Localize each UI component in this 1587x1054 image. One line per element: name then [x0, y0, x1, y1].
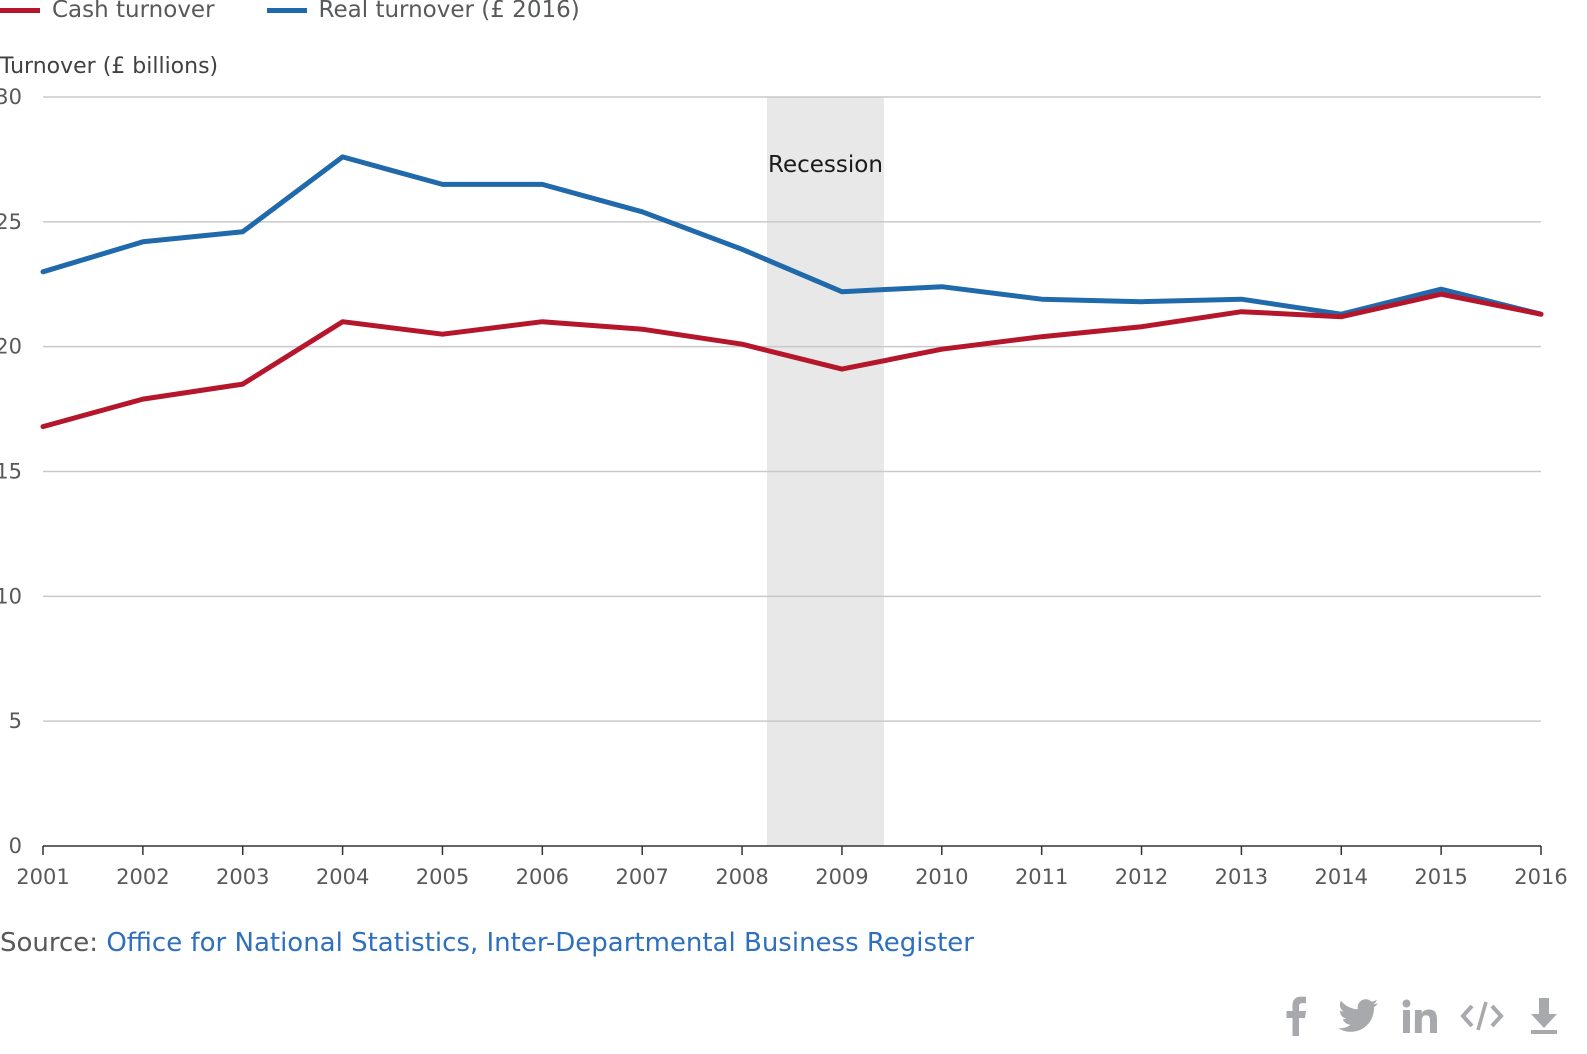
x-tick-label-2004: 2004: [316, 865, 369, 889]
x-tick-label-2001: 2001: [16, 865, 69, 889]
download-icon[interactable]: [1521, 994, 1567, 1038]
series-line-cash-turnover: [40, 291, 1544, 430]
y-axis-title: Turnover (£ billions): [0, 54, 219, 79]
x-tick-label-2014: 2014: [1315, 865, 1368, 889]
x-tick-label-2005: 2005: [416, 865, 469, 889]
x-tick-label-2011: 2011: [1015, 865, 1068, 889]
x-tick-label-2008: 2008: [715, 865, 768, 889]
y-tick-label-5: 5: [9, 709, 22, 733]
legend: Cash turnover Real turnover (£ 2016): [0, 0, 632, 30]
series-line-real-turnover-2016: [40, 154, 1544, 317]
legend-swatch-real: [266, 7, 307, 13]
twitter-icon[interactable]: [1335, 994, 1381, 1038]
x-tick-label-2016: 2016: [1514, 865, 1567, 889]
recession-label: Recession: [768, 152, 883, 178]
source-line: Source: Office for National Statistics, …: [0, 928, 974, 958]
x-tick-label-2006: 2006: [516, 865, 569, 889]
share-toolbar: [1257, 994, 1567, 1038]
legend-item-cash-turnover: Cash turnover: [0, 0, 215, 23]
x-tick-label-2012: 2012: [1115, 865, 1168, 889]
legend-item-real-turnover: Real turnover (£ 2016): [266, 0, 580, 23]
x-tick-label-2003: 2003: [216, 865, 269, 889]
y-tick-label-15: 15: [0, 460, 22, 484]
x-tick-label-2010: 2010: [915, 865, 968, 889]
facebook-icon[interactable]: [1273, 994, 1319, 1038]
legend-label-real: Real turnover (£ 2016): [318, 0, 580, 23]
y-tick-label-10: 10: [0, 584, 22, 608]
source-link[interactable]: Office for National Statistics, Inter-De…: [106, 928, 974, 958]
line-chart: 0 5 10 15 20 25 30 Recession 2001 2002 2003 2004 200…: [0, 85, 1568, 889]
x-tick-label-2013: 2013: [1215, 865, 1268, 889]
embed-icon[interactable]: [1459, 994, 1505, 1038]
y-tick-label-30: 30: [0, 85, 22, 109]
x-tick-label-2015: 2015: [1414, 865, 1467, 889]
x-tick-label-2002: 2002: [116, 865, 169, 889]
x-tick-label-2009: 2009: [815, 865, 868, 889]
x-tick-label-2007: 2007: [615, 865, 668, 889]
source-prefix: Source:: [0, 928, 107, 958]
legend-swatch-cash: [0, 7, 40, 13]
y-tick-label-20: 20: [0, 335, 22, 359]
legend-label-cash: Cash turnover: [52, 0, 215, 23]
y-tick-label-25: 25: [0, 210, 22, 234]
y-tick-label-0: 0: [9, 834, 22, 858]
linkedin-icon[interactable]: [1397, 994, 1443, 1038]
